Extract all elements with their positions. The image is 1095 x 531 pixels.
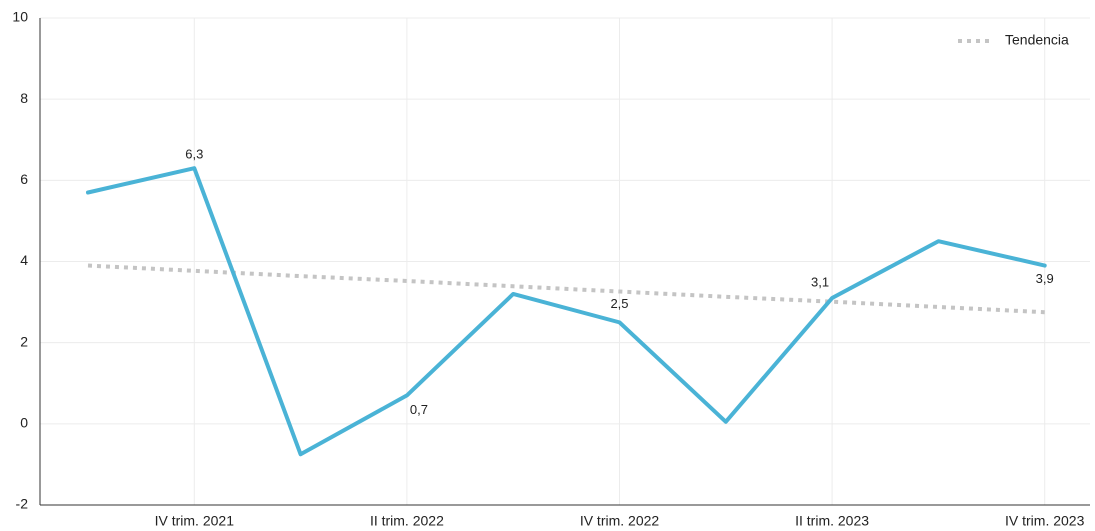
y-tick-label: 2: [20, 333, 28, 349]
data-label: 6,3: [185, 147, 203, 162]
data-label: 0,7: [410, 402, 428, 417]
x-tick-label: IV trim. 2022: [580, 513, 660, 529]
x-tick-label: II trim. 2023: [795, 513, 869, 529]
y-tick-label: 8: [20, 90, 28, 106]
x-tick-label: IV trim. 2021: [155, 513, 235, 529]
y-tick-label: -2: [16, 496, 29, 512]
y-tick-label: 0: [20, 415, 28, 431]
legend-label: Tendencia: [1005, 32, 1069, 48]
y-tick-label: 10: [12, 9, 28, 25]
data-label: 3,9: [1036, 271, 1054, 286]
series-line: [87, 263, 1045, 315]
y-tick-label: 4: [20, 252, 28, 268]
x-tick-label: IV trim. 2023: [1005, 513, 1085, 529]
x-tick-label: II trim. 2022: [370, 513, 444, 529]
data-label: 3,1: [811, 274, 829, 289]
y-tick-label: 6: [20, 171, 28, 187]
data-label: 2,5: [610, 296, 628, 311]
series-line: [86, 166, 1047, 457]
